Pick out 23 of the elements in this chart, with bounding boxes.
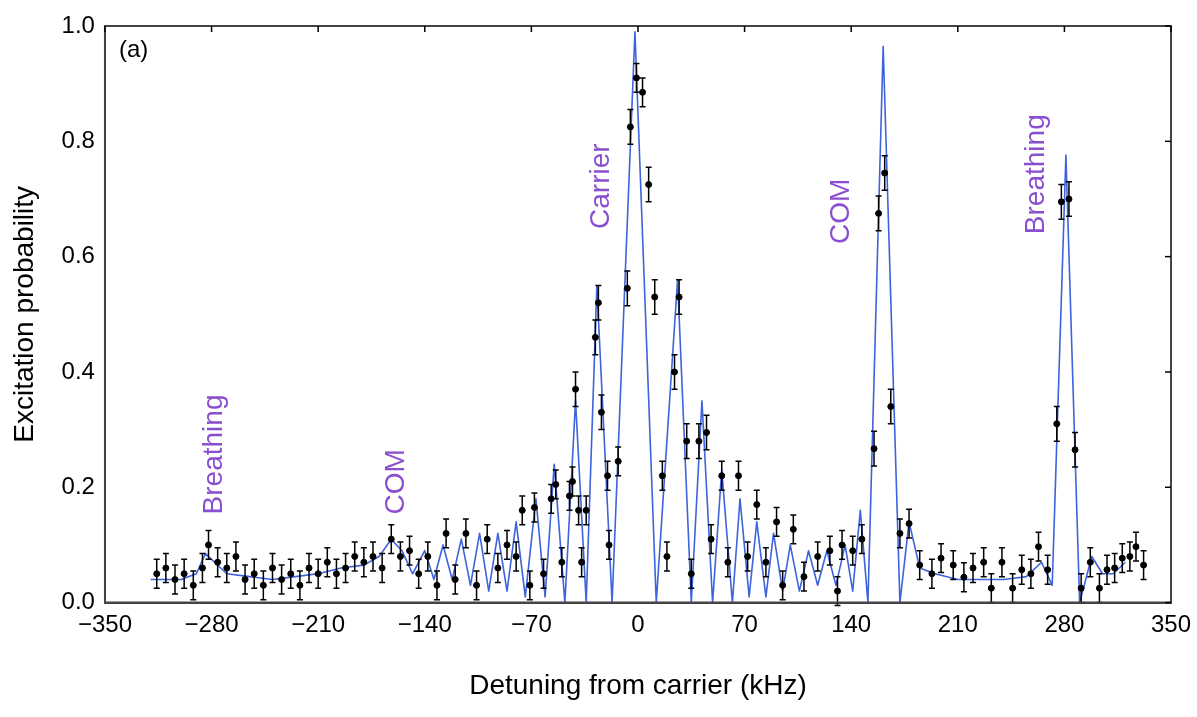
y-axis-title: Excitation probability (7, 185, 39, 443)
x-tick-label: 280 (1044, 609, 1085, 637)
y-tick-label: 0.2 (61, 471, 95, 499)
x-tick-label: −210 (291, 609, 346, 637)
annotation: Breathing (197, 394, 229, 515)
x-axis-title: Detuning from carrier (kHz) (469, 668, 807, 700)
x-tick-label: 70 (731, 609, 758, 637)
x-tick-label: −140 (397, 609, 452, 637)
annotation: Carrier (584, 143, 616, 229)
y-tick-label: 0.4 (61, 356, 95, 384)
annotation: COM (824, 178, 856, 244)
y-tick-label: 0.8 (61, 125, 95, 153)
x-tick-label: −280 (184, 609, 239, 637)
y-tick-label: 0.6 (61, 241, 95, 269)
x-tick-label: −70 (511, 609, 552, 637)
annotation: (a) (118, 34, 149, 62)
x-tick-label: 0 (631, 609, 645, 637)
annotation: COM (378, 449, 410, 515)
x-tick-label: 140 (831, 609, 872, 637)
annotation: Breathing (1019, 114, 1051, 235)
x-tick-label: 210 (937, 609, 978, 637)
x-tick-label: 350 (1150, 609, 1192, 637)
y-tick-label: 1.0 (61, 10, 95, 38)
